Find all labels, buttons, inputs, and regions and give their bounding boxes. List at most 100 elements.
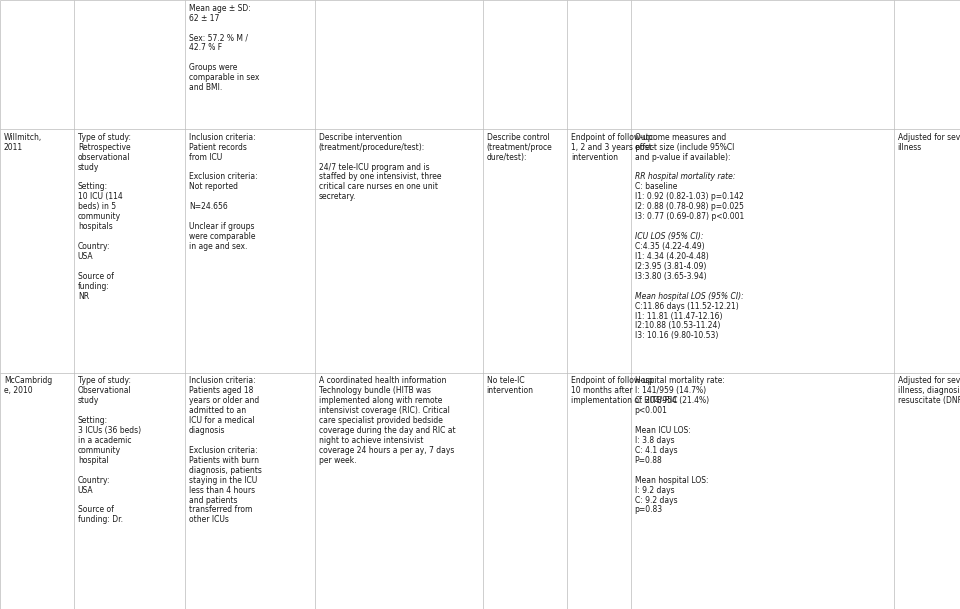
Text: and patients: and patients: [189, 496, 238, 504]
Text: observational: observational: [78, 153, 131, 161]
Text: I2:3.95 (3.81-4.09): I2:3.95 (3.81-4.09): [635, 262, 706, 271]
Text: Observational: Observational: [78, 386, 132, 395]
Text: Patient records: Patient records: [189, 143, 247, 152]
Text: per week.: per week.: [319, 456, 356, 465]
Text: 1, 2 and 3 years post-: 1, 2 and 3 years post-: [571, 143, 655, 152]
Text: Country:: Country:: [78, 476, 110, 485]
Text: Describe intervention: Describe intervention: [319, 133, 401, 142]
Text: 3 ICUs (36 beds): 3 ICUs (36 beds): [78, 426, 141, 435]
Text: 24/7 tele-ICU program and is: 24/7 tele-ICU program and is: [319, 163, 429, 172]
Text: hospitals: hospitals: [78, 222, 112, 231]
Text: funding:: funding:: [78, 282, 109, 290]
Text: P=0.88: P=0.88: [635, 456, 662, 465]
Text: 2011: 2011: [4, 143, 23, 152]
Text: 62 ± 17: 62 ± 17: [189, 13, 220, 23]
Text: Mean hospital LOS:: Mean hospital LOS:: [635, 476, 708, 485]
Text: Adjusted for severity of: Adjusted for severity of: [898, 376, 960, 385]
Text: Source of: Source of: [78, 505, 113, 515]
Text: Type of study:: Type of study:: [78, 133, 131, 142]
Text: Patients aged 18: Patients aged 18: [189, 386, 253, 395]
Text: Endpoint of follow-up:: Endpoint of follow-up:: [571, 376, 656, 385]
Text: secretary.: secretary.: [319, 192, 356, 202]
Text: admitted to an: admitted to an: [189, 406, 247, 415]
Text: Retrospective: Retrospective: [78, 143, 131, 152]
Text: C: 9.2 days: C: 9.2 days: [635, 496, 677, 504]
Text: I1: 11.81 (11.47-12.16): I1: 11.81 (11.47-12.16): [635, 312, 722, 320]
Text: from ICU: from ICU: [189, 153, 223, 161]
Text: McCambridg: McCambridg: [4, 376, 52, 385]
Text: N=24.656: N=24.656: [189, 202, 228, 211]
Text: C: baseline: C: baseline: [635, 183, 677, 191]
Text: 42.7 % F: 42.7 % F: [189, 43, 223, 52]
Text: Endpoint of follow-up:: Endpoint of follow-up:: [571, 133, 656, 142]
Text: transferred from: transferred from: [189, 505, 252, 515]
Text: USA: USA: [78, 252, 93, 261]
Text: p=0.83: p=0.83: [635, 505, 662, 515]
Text: I1: 0.92 (0.82-1.03) p=0.142: I1: 0.92 (0.82-1.03) p=0.142: [635, 192, 743, 202]
Text: Mean ICU LOS:: Mean ICU LOS:: [635, 426, 690, 435]
Text: care specialist provided bedside: care specialist provided bedside: [319, 416, 443, 425]
Text: Mean hospital LOS (95% CI):: Mean hospital LOS (95% CI):: [635, 292, 743, 301]
Text: (treatment/proce: (treatment/proce: [487, 143, 552, 152]
Text: NR: NR: [78, 292, 89, 301]
Text: illness: illness: [898, 143, 922, 152]
Text: beds) in 5: beds) in 5: [78, 202, 116, 211]
Text: I1: 4.34 (4.20-4.48): I1: 4.34 (4.20-4.48): [635, 252, 708, 261]
Text: Hospital mortality rate:: Hospital mortality rate:: [635, 376, 725, 385]
Text: USA: USA: [78, 485, 93, 495]
Text: C: 204/954 (21.4%): C: 204/954 (21.4%): [635, 396, 708, 405]
Text: No tele-IC: No tele-IC: [487, 376, 524, 385]
Text: I: 3.8 days: I: 3.8 days: [635, 436, 674, 445]
Text: Exclusion criteria:: Exclusion criteria:: [189, 172, 257, 181]
Text: I2:10.88 (10.53-11.24): I2:10.88 (10.53-11.24): [635, 322, 720, 331]
Text: Patients with burn: Patients with burn: [189, 456, 259, 465]
Text: hospital: hospital: [78, 456, 108, 465]
Text: ICU for a medical: ICU for a medical: [189, 416, 254, 425]
Text: resuscitate (DNR) status.: resuscitate (DNR) status.: [898, 396, 960, 405]
Text: and p-value if available):: and p-value if available):: [635, 153, 730, 161]
Text: critical care nurses en one unit: critical care nurses en one unit: [319, 183, 438, 191]
Text: dure/test):: dure/test):: [487, 153, 527, 161]
Text: staffed by one intensivist, three: staffed by one intensivist, three: [319, 172, 442, 181]
Text: Unclear if groups: Unclear if groups: [189, 222, 254, 231]
Text: funding: Dr.: funding: Dr.: [78, 515, 123, 524]
Text: I2: 0.88 (0.78-0.98) p=0.025: I2: 0.88 (0.78-0.98) p=0.025: [635, 202, 743, 211]
Text: C:4.35 (4.22-4.49): C:4.35 (4.22-4.49): [635, 242, 705, 251]
Text: and BMI.: and BMI.: [189, 83, 223, 92]
Text: Technology bundle (HITB was: Technology bundle (HITB was: [319, 386, 431, 395]
Text: RR hospital mortality rate:: RR hospital mortality rate:: [635, 172, 735, 181]
Text: Describe control: Describe control: [487, 133, 549, 142]
Text: Groups were: Groups were: [189, 63, 237, 72]
Text: Adjusted for severity of: Adjusted for severity of: [898, 133, 960, 142]
Text: years or older and: years or older and: [189, 396, 259, 405]
Text: ICU LOS (95% CI):: ICU LOS (95% CI):: [635, 232, 703, 241]
Text: coverage 24 hours a per ay, 7 days: coverage 24 hours a per ay, 7 days: [319, 446, 454, 455]
Text: Sex: 57.2 % M /: Sex: 57.2 % M /: [189, 33, 248, 43]
Text: Setting:: Setting:: [78, 183, 108, 191]
Text: in age and sex.: in age and sex.: [189, 242, 248, 251]
Text: diagnosis: diagnosis: [189, 426, 226, 435]
Text: C: 4.1 days: C: 4.1 days: [635, 446, 677, 455]
Text: p<0.001: p<0.001: [635, 406, 667, 415]
Text: Outcome measures and: Outcome measures and: [635, 133, 726, 142]
Text: community: community: [78, 212, 121, 221]
Text: Not reported: Not reported: [189, 183, 238, 191]
Text: I3: 0.77 (0.69-0.87) p<0.001: I3: 0.77 (0.69-0.87) p<0.001: [635, 212, 744, 221]
Text: Mean age ± SD:: Mean age ± SD:: [189, 4, 251, 13]
Text: Inclusion criteria:: Inclusion criteria:: [189, 133, 255, 142]
Text: coverage during the day and RIC at: coverage during the day and RIC at: [319, 426, 455, 435]
Text: study: study: [78, 163, 99, 172]
Text: Exclusion criteria:: Exclusion criteria:: [189, 446, 257, 455]
Text: intervention: intervention: [487, 386, 534, 395]
Text: less than 4 hours: less than 4 hours: [189, 485, 255, 495]
Text: intervention: intervention: [571, 153, 618, 161]
Text: Country:: Country:: [78, 242, 110, 251]
Text: intensivist coverage (RIC). Critical: intensivist coverage (RIC). Critical: [319, 406, 449, 415]
Text: 10 months after: 10 months after: [571, 386, 633, 395]
Text: I3:3.80 (3.65-3.94): I3:3.80 (3.65-3.94): [635, 272, 707, 281]
Text: staying in the ICU: staying in the ICU: [189, 476, 257, 485]
Text: diagnosis, patients: diagnosis, patients: [189, 466, 262, 475]
Text: Inclusion criteria:: Inclusion criteria:: [189, 376, 255, 385]
Text: I: 9.2 days: I: 9.2 days: [635, 485, 674, 495]
Text: study: study: [78, 396, 99, 405]
